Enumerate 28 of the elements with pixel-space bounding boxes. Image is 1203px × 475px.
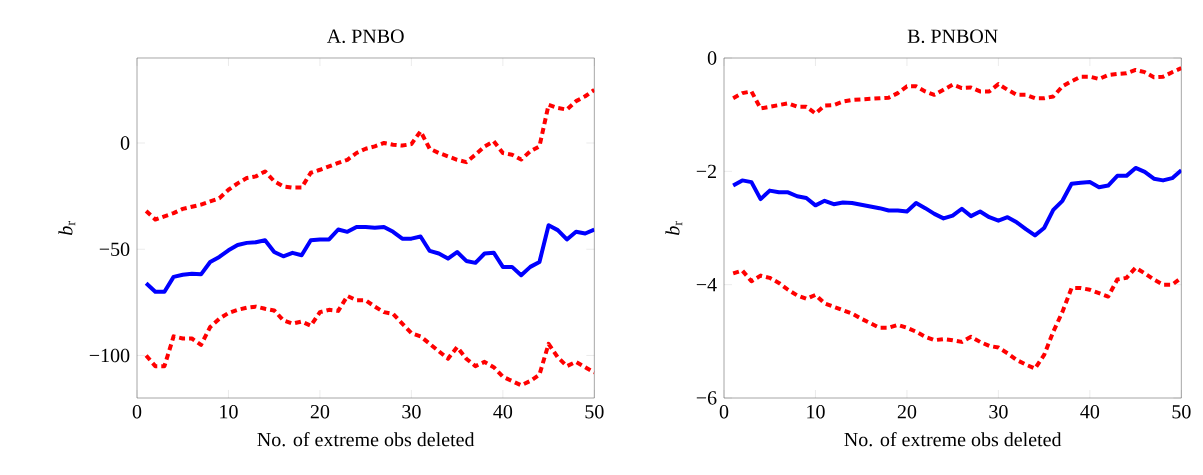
chart-title: B. PNBON bbox=[907, 29, 998, 44]
x-tick-label: 0 bbox=[719, 404, 729, 419]
y-tick-label: 0 bbox=[707, 51, 717, 65]
x-tick-label: 30 bbox=[989, 404, 1008, 419]
x-axis-title: No. of extreme obs deleted bbox=[844, 432, 1062, 447]
x-tick-label: 40 bbox=[493, 404, 513, 419]
x-tick-label: 10 bbox=[220, 404, 238, 419]
x-axis-title: No. of extreme obs deleted bbox=[257, 432, 475, 447]
line-series bbox=[731, 265, 1182, 371]
y-tick-label: −50 bbox=[99, 242, 130, 256]
x-tick-label: 50 bbox=[585, 404, 604, 419]
y-tick-label: −4 bbox=[696, 278, 717, 292]
y-tick-label: −2 bbox=[696, 164, 716, 178]
y-axis-title: b$_{r}$ bbox=[58, 221, 76, 235]
chart-title: A. PNBO bbox=[326, 29, 404, 44]
x-tick-label: 0 bbox=[132, 404, 142, 419]
x-tick-label: 10 bbox=[807, 404, 825, 419]
x-tick-label: 40 bbox=[1080, 404, 1100, 419]
line-series bbox=[144, 223, 595, 294]
y-tick-label: −100 bbox=[89, 348, 130, 363]
x-tick-label: 30 bbox=[402, 404, 421, 419]
y-axis-title: b$_{r}$ bbox=[665, 221, 683, 235]
x-tick-label: 20 bbox=[897, 404, 917, 419]
y-tick-label: −6 bbox=[696, 391, 717, 405]
x-tick-label: 20 bbox=[310, 404, 330, 419]
x-tick-label: 50 bbox=[1172, 404, 1191, 419]
line-series bbox=[731, 66, 1182, 116]
y-tick-label: 0 bbox=[120, 136, 130, 150]
